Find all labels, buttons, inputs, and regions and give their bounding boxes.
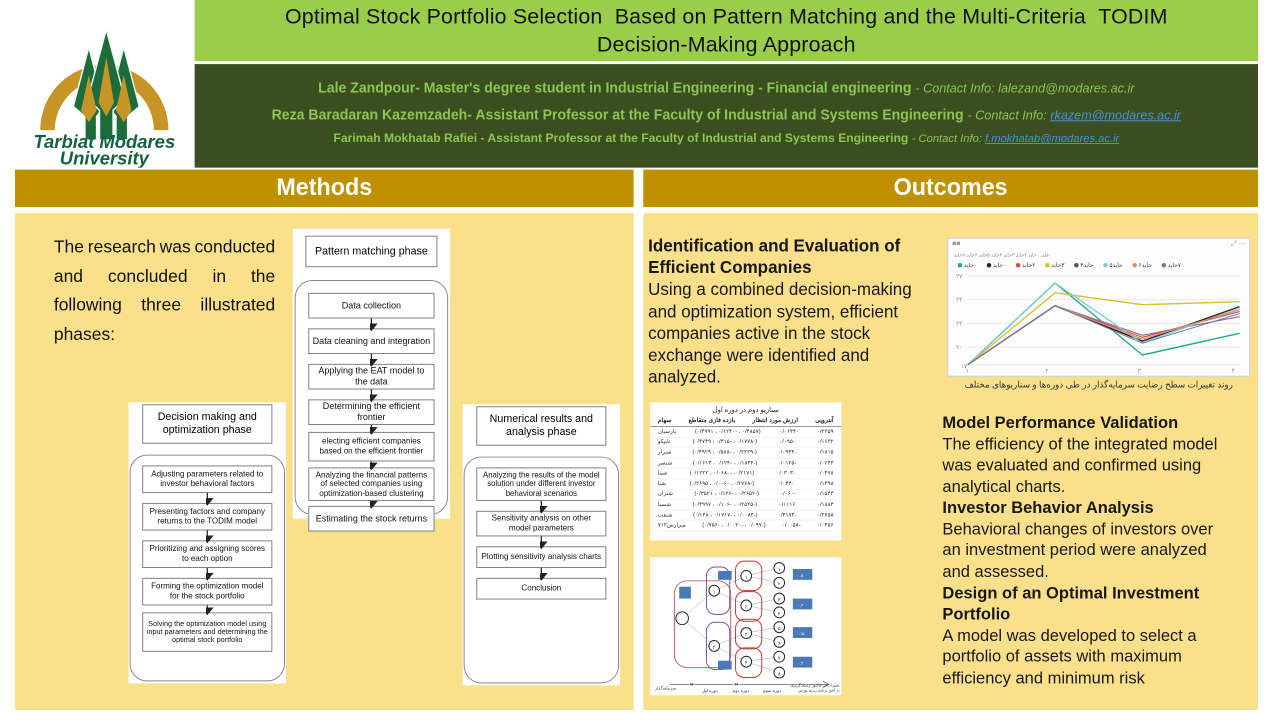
- svg-text:۴: ۴: [745, 661, 748, 667]
- svg-text:۸: ۸: [778, 671, 781, 677]
- svg-text:۳: ۳: [778, 597, 781, 603]
- svg-text:٠حاید: ٠حاید: [993, 262, 1006, 269]
- svg-text:١: ١: [966, 369, 969, 375]
- svg-text:۲: ۲: [745, 604, 748, 610]
- svg-text:۴حاید: ۴حاید: [1080, 262, 1094, 269]
- svg-text:٢حاید: ٢حاید: [1022, 262, 1035, 269]
- svg-text:۷: ۷: [778, 656, 781, 662]
- svg-text:٢٧: ٢٧: [956, 274, 963, 280]
- svg-text:۲: ۲: [713, 645, 716, 651]
- svg-text:۰.۴: ۰.۴: [798, 661, 804, 666]
- svg-text:۱: ۱: [778, 567, 781, 573]
- svg-text:٢٠: ٢٠: [956, 345, 962, 351]
- svg-text:٧حاید: ٧حاید: [1168, 262, 1182, 269]
- svg-text:۱: ۱: [713, 590, 716, 596]
- svg-text:۵حاید: ۵حاید: [1109, 262, 1123, 269]
- svg-text:۰.۱۵: ۰.۱۵: [797, 631, 805, 636]
- svg-text:٣: ٣: [1138, 369, 1142, 375]
- svg-text:University: University: [60, 148, 151, 168]
- svg-text:٣حاید: ٣حاید: [1051, 262, 1065, 269]
- svg-text:٠حاید: ٠حاید: [964, 262, 977, 269]
- svg-text:۰.۵: ۰.۵: [798, 573, 804, 578]
- svg-text:۳: ۳: [745, 632, 748, 638]
- svg-text:۰.۳: ۰.۳: [798, 602, 804, 607]
- svg-text:٢: ٢: [1045, 369, 1048, 375]
- svg-text:۶حاید: ۶حاید: [1139, 262, 1153, 269]
- svg-text:٢۴: ٢۴: [956, 298, 962, 304]
- svg-text:۲: ۲: [778, 582, 781, 588]
- svg-text:٢٢: ٢٢: [956, 321, 962, 327]
- svg-text:۶: ۶: [778, 641, 781, 647]
- svg-text:۱: ۱: [745, 575, 748, 581]
- svg-text:۵: ۵: [778, 626, 781, 632]
- svg-text:۴: ۴: [1232, 369, 1235, 375]
- svg-text:۴: ۴: [778, 611, 781, 617]
